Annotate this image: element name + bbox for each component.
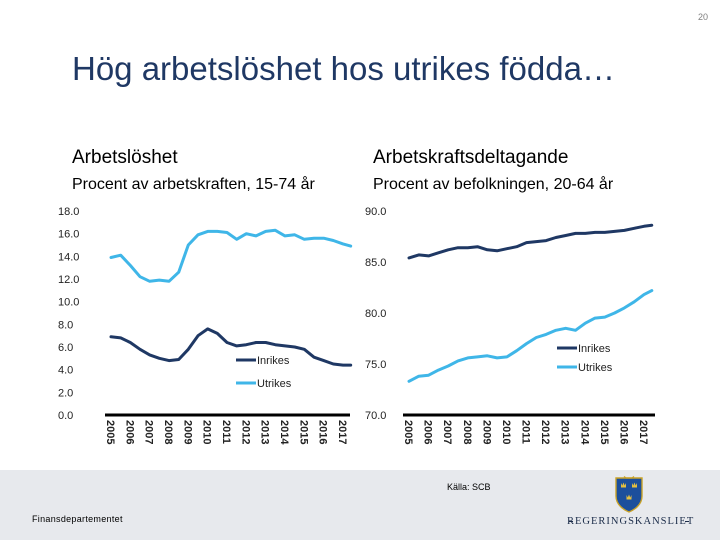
logo-wordmark: REGERINGSKANSLIET [567, 516, 695, 527]
x-tick-label: 2010 [500, 420, 512, 444]
page-number: 20 [697, 12, 708, 22]
logo-right-rule [685, 521, 689, 522]
x-tick-label: 2014 [578, 420, 590, 445]
y-tick-label: 14.0 [58, 251, 79, 263]
x-tick-label: 2014 [278, 420, 290, 445]
y-tick-label: 70.0 [365, 410, 386, 422]
legend-label: Utrikes [257, 378, 292, 390]
y-tick-label: 2.0 [58, 387, 73, 399]
y-tick-label: 8.0 [58, 319, 73, 331]
y-tick-label: 18.0 [58, 206, 79, 218]
y-tick-label: 6.0 [58, 342, 73, 354]
logo-left-rule [569, 521, 573, 522]
x-tick-label: 2006 [123, 420, 135, 444]
y-tick-label: 0.0 [58, 410, 73, 422]
x-tick-label: 2007 [441, 420, 453, 444]
x-tick-label: 2008 [162, 420, 174, 444]
y-tick-label: 85.0 [365, 257, 386, 269]
x-tick-label: 2017 [336, 420, 348, 444]
left-panel-subheading: Procent av arbetskraften, 15-74 år [72, 176, 315, 193]
x-tick-label: 2005 [104, 420, 116, 444]
left-panel-heading: Arbetslöshet [72, 147, 178, 168]
x-tick-label: 2009 [181, 420, 193, 444]
source-note: Källa: SCB [447, 482, 491, 492]
unemployment-chart: 0.0 2.0 4.0 6.0 8.0 10.0 12.0 14.0 16.0 18.0 2005 2… [58, 206, 353, 445]
series-line-utrikes [109, 228, 353, 283]
slide-title: Hög arbetslöshet hos utrikes födda… [72, 50, 615, 87]
footer-band [0, 470, 720, 540]
y-tick-label: 16.0 [58, 229, 79, 241]
x-tick-label: 2015 [297, 420, 309, 444]
x-tick-label: 2011 [520, 420, 532, 444]
x-tick-label: 2013 [559, 420, 571, 444]
government-logo: REGERINGSKANSLIET [567, 476, 695, 534]
legend-label: Utrikes [578, 362, 613, 374]
series-line-utrikes [407, 289, 654, 383]
x-tick-label: 2008 [461, 420, 473, 444]
y-tick-label: 12.0 [58, 274, 79, 286]
x-tick-label: 2010 [201, 420, 213, 444]
x-tick-label: 2012 [239, 420, 251, 444]
ministry-name: Finansdepartementet [32, 514, 123, 524]
x-tick-label: 2016 [317, 420, 329, 444]
three-crowns-icon [615, 476, 643, 513]
x-tick-label: 2013 [259, 420, 271, 444]
x-tick-label: 2011 [220, 420, 232, 444]
x-tick-label: 2005 [402, 420, 414, 444]
y-tick-label: 90.0 [365, 206, 386, 218]
legend-label: Inrikes [578, 343, 611, 355]
x-tick-label: 2007 [143, 420, 155, 444]
x-tick-label: 2006 [422, 420, 434, 444]
y-tick-label: 10.0 [58, 297, 79, 309]
x-tick-label: 2017 [637, 420, 649, 444]
x-tick-label: 2009 [480, 420, 492, 444]
y-tick-label: 80.0 [365, 308, 386, 320]
x-tick-label: 2015 [598, 420, 610, 444]
y-tick-label: 75.0 [365, 359, 386, 371]
participation-chart: 70.0 75.0 80.0 85.0 90.0 2005 2006 2007 2008 2009… [365, 206, 655, 445]
legend-label: Inrikes [257, 355, 290, 367]
right-panel-subheading: Procent av befolkningen, 20-64 år [373, 176, 614, 193]
x-tick-label: 2016 [617, 420, 629, 444]
series-line-inrikes [407, 223, 654, 260]
x-tick-label: 2012 [539, 420, 551, 444]
series-line-inrikes [109, 327, 353, 367]
y-tick-label: 4.0 [58, 365, 73, 377]
right-panel-heading: Arbetskraftsdeltagande [373, 147, 569, 168]
